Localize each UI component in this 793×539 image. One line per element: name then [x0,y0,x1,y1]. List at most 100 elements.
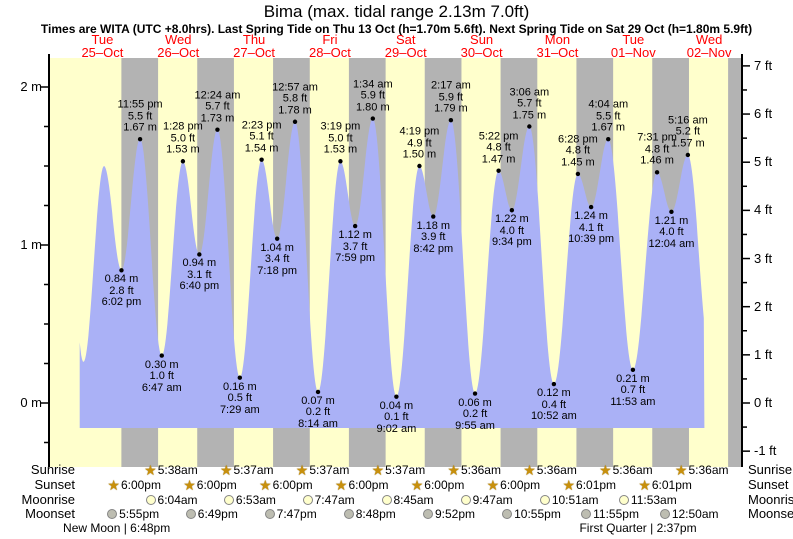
low-tide-label: 1.21 m 4.0 ft 12:04 am [629,215,713,251]
sunrise-star-icon: ★ [219,461,233,478]
tide-label-line: 1:28 pm [163,120,203,133]
moonset-time: 5:55pm [119,507,160,521]
low-tide-dot [274,236,280,241]
moonset-moon-icon [264,509,275,519]
tide-label-line: 4.1 ft [578,221,604,234]
day-header: Sun 30–Oct [442,33,522,59]
tide-label-line: 4.0 ft [659,226,684,239]
tide-label-line: 9:34 pm [491,236,532,249]
tide-label-line: 11:53 am [610,395,656,408]
sunrise-time: 5:37am [233,463,274,477]
moonset-row-label-left: Moonset [25,506,75,521]
moonset-time: 11:55pm [593,507,639,521]
tide-label-line: 0.2 ft [462,408,488,421]
day-header-name: Mon [544,32,571,47]
moonrise-time: 9:47am [472,493,513,507]
tide-label-line: 5.9 ft [360,89,386,102]
low-tide-dot [394,394,399,399]
moonset-row-label-right: Moonset [748,506,793,521]
tide-label-line: 1.67 m [123,121,157,134]
day-header-date: 01–Nov [610,45,656,60]
high-tide-dot [654,170,660,175]
moonset-moon-icon [107,509,118,519]
low-tide-label: 0.12 m 0.4 ft 10:52 am [512,388,596,423]
tide-label-line: 1.67 m [591,121,626,134]
tide-label-line: 12:57 am [272,81,318,94]
tide-label-line: 0.84 m [104,273,139,286]
day-header: Mon 31–Oct [517,33,597,59]
day-header: Fri 28–Oct [290,33,370,59]
moonset-moon-icon [659,509,670,519]
tide-label-line: 1:34 am [352,78,393,91]
tide-label-line: 2:23 pm [241,119,282,132]
moonset-time: 6:49pm [197,507,238,521]
high-tide-label: 6:28 pm 4.8 ft 1.45 m [536,134,620,169]
tide-label-line: 5.2 ft [675,125,701,138]
sunset-entry: ★ 6:01pm [638,476,692,493]
sunrise-star-icon: ★ [371,461,385,478]
low-tide-label: 1.22 m 4.0 ft 9:34 pm [470,214,554,249]
tide-label-line: 0.21 m [616,372,650,385]
tide-label-line: 5.9 ft [438,91,464,104]
sunrise-star-icon: ★ [447,461,460,478]
sunset-star-icon: ★ [562,476,576,493]
sunset-entry: ★ 6:00pm [411,478,465,493]
moonset-entry: 12:50am [659,507,719,521]
sunrise-row-label-left: Sunrise [30,462,75,477]
tide-label-line: 6:40 pm [179,280,220,293]
tide-label-line: 5.1 ft [249,130,274,143]
high-tide-dot [685,152,691,158]
day-header-date: 26–Oct [157,45,200,60]
tide-label-line: 4.8 ft [565,144,591,157]
sunrise-time: 5:36am [536,463,577,477]
tide-label-line: 1.50 m [402,148,437,161]
high-tide-dot [496,168,501,173]
sunrise-star-icon: ★ [674,461,688,478]
low-tide-dot [588,204,594,210]
low-tide-label: 0.16 m 0.5 ft 7:29 am [198,381,282,417]
moonrise-time: 10:51am [551,493,599,507]
low-tide-dot [669,209,674,215]
day-header-name: Thu [242,32,266,47]
moonrise-row-label-right: Moonrise [748,492,793,507]
day-header-name: Tue [622,32,645,47]
high-tide-dot [338,159,343,164]
moonset-moon-icon [581,509,592,519]
moonrise-moon-icon [618,495,629,505]
moonrise-entry: 8:45am [381,493,434,507]
moonset-time: 10:55pm [514,507,561,521]
tide-label-line: 4:04 am [588,98,629,111]
sunset-star-icon: ★ [183,476,196,493]
tide-label-line: 10:39 pm [568,233,615,246]
tide-label-line: 3.4 ft [264,253,290,266]
high-tide-dot [575,171,581,177]
sunset-row-label-left: Sunset [34,477,75,492]
sunset-time: 6:00pm [500,478,541,492]
tide-label-line: 3.9 ft [421,231,446,244]
high-tide-label: 12:24 am 5.7 ft 1.73 m [175,90,259,125]
high-tide-label: 3:06 am 5.7 ft 1.75 m [487,86,571,122]
tide-label-line: 0.5 ft [227,392,253,405]
moonrise-moon-icon [539,495,550,505]
day-header-date: 29–Oct [384,45,427,60]
low-tide-dot [237,375,243,380]
sunset-star-icon: ★ [486,476,500,493]
high-tide-dot [527,124,532,129]
low-tide-dot [197,252,202,257]
sunset-time: 6:00pm [424,478,465,492]
tide-label-line: 0.12 m [537,387,571,400]
sunset-star-icon: ★ [107,476,120,493]
tide-label-line: 1.73 m [200,112,235,125]
sunrise-entry: ★ 5:37am [296,463,350,478]
sunset-star-icon: ★ [638,476,651,493]
low-tide-dot [315,389,321,395]
sunrise-entry: ★ 5:36am [599,463,653,478]
high-tide-label: 1:28 pm 5.0 ft 1.53 m [141,120,225,157]
sunrise-time: 5:37am [309,463,350,477]
moonrise-row-label-left: Moonrise [21,492,75,507]
tide-label-line: 0.4 ft [541,398,567,411]
day-header: Sat 29–Oct [366,33,446,59]
sunrise-entry: ★ 5:36am [447,461,501,478]
sunset-star-icon: ★ [259,476,272,493]
